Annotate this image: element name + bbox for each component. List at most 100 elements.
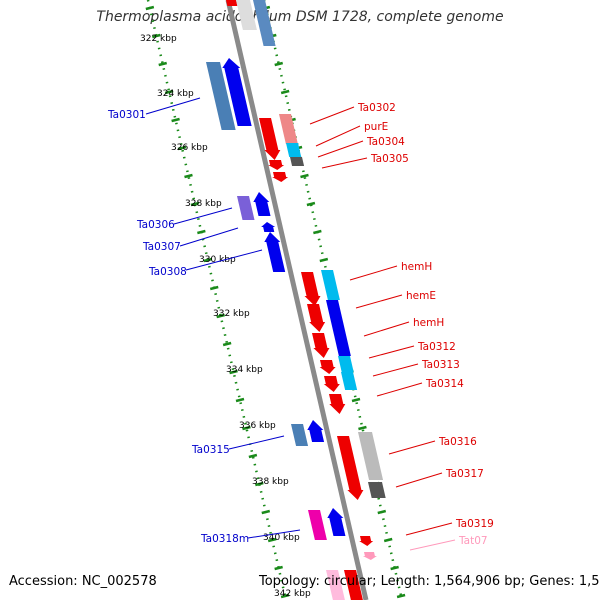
ruler-tick bbox=[351, 397, 361, 403]
gene-ta0318m-cds-shape bbox=[308, 510, 327, 540]
gene-label-hemh[interactable]: hemH bbox=[413, 317, 444, 329]
gene-ta0318m[interactable] bbox=[327, 508, 346, 536]
gene-top-grey[interactable] bbox=[236, 0, 257, 30]
label-connector bbox=[405, 522, 453, 536]
gene-label-ta0317[interactable]: Ta0317 bbox=[445, 468, 484, 480]
gene-bottom-pink[interactable] bbox=[326, 570, 345, 600]
ruler-tick bbox=[177, 145, 187, 151]
gene-label-ta0306[interactable]: Ta0306 bbox=[136, 219, 175, 231]
gene-ta0314[interactable] bbox=[329, 394, 346, 414]
gene-ta0313-arrow[interactable] bbox=[323, 376, 340, 392]
gene-ta0316[interactable] bbox=[337, 436, 364, 500]
gene-heme-cds[interactable] bbox=[326, 300, 351, 356]
tick-label: 338 kbp bbox=[252, 477, 289, 487]
gene-label-ta0313[interactable]: Ta0313 bbox=[421, 359, 460, 371]
label-connector bbox=[317, 140, 364, 158]
gene-label-ta0315[interactable]: Ta0315 bbox=[191, 444, 230, 456]
gene-ta0316-cds[interactable] bbox=[358, 432, 384, 480]
gene-ta0313-arrow-shape bbox=[323, 376, 340, 392]
gene-label-ta0312[interactable]: Ta0312 bbox=[417, 341, 456, 353]
gene-ta0301[interactable] bbox=[222, 58, 252, 126]
gene-label-heme[interactable]: hemE bbox=[406, 290, 436, 302]
gene-ta0312-arrow-shape bbox=[319, 360, 336, 374]
ruler-tick bbox=[151, 33, 161, 39]
gene-label-ta0308[interactable]: Ta0308 bbox=[148, 266, 187, 278]
gene-ta0308[interactable] bbox=[264, 232, 286, 272]
label-connector bbox=[173, 207, 233, 225]
gene-label-ta0318m[interactable]: Ta0318m bbox=[200, 533, 249, 545]
ruler-tick bbox=[274, 565, 283, 571]
gene-ta0314-shape bbox=[329, 394, 346, 414]
label-connector bbox=[145, 97, 201, 115]
gene-ta0317-shape bbox=[368, 482, 386, 498]
gene-ta0306-cds[interactable] bbox=[237, 196, 255, 220]
gene-label-ta0314[interactable]: Ta0314 bbox=[425, 378, 464, 390]
gene-label-tat07[interactable]: Tat07 bbox=[458, 535, 488, 547]
gene-ta0316-shape bbox=[337, 436, 364, 500]
gene-ta0307[interactable] bbox=[261, 222, 276, 232]
gene-label-hemh[interactable]: hemH bbox=[401, 261, 432, 273]
gene-ta0312[interactable] bbox=[338, 356, 354, 372]
gene-ta0312-arrow[interactable] bbox=[319, 360, 336, 374]
gene-label-ta0316[interactable]: Ta0316 bbox=[438, 436, 477, 448]
label-connector bbox=[372, 363, 419, 377]
gene-hemh-1-cds[interactable] bbox=[321, 270, 340, 300]
ruler-tick bbox=[377, 509, 387, 515]
ruler-tick bbox=[203, 257, 213, 263]
gene-ta0304[interactable] bbox=[268, 160, 285, 170]
gene-bottom-red[interactable] bbox=[344, 570, 363, 600]
gene-heme[interactable] bbox=[307, 304, 326, 332]
gene-label-ta0307[interactable]: Ta0307 bbox=[142, 241, 181, 253]
gene-bottom-pink-shape bbox=[326, 570, 345, 600]
ruler-tick bbox=[358, 425, 367, 431]
label-connector bbox=[349, 265, 398, 281]
gene-ta0315[interactable] bbox=[307, 420, 325, 442]
gene-top-cds[interactable] bbox=[253, 0, 276, 46]
gene-ta0318m-cds[interactable] bbox=[308, 510, 327, 540]
gene-ta0317[interactable] bbox=[368, 482, 386, 498]
gene-ta0301-cds[interactable] bbox=[206, 62, 236, 130]
label-connector bbox=[355, 294, 403, 309]
gene-ta0304-shape bbox=[268, 160, 285, 170]
gene-ta0313[interactable] bbox=[341, 372, 358, 390]
gene-hemh-2[interactable] bbox=[312, 333, 330, 358]
gene-ta0315-cds[interactable] bbox=[291, 424, 309, 446]
gene-tat07[interactable] bbox=[362, 552, 377, 560]
gene-label-ta0304[interactable]: Ta0304 bbox=[366, 136, 405, 148]
ruler-tick bbox=[300, 173, 309, 179]
label-connector bbox=[395, 472, 443, 488]
ruler-tick bbox=[242, 425, 251, 431]
ruler-tick bbox=[280, 593, 290, 599]
ruler-tick bbox=[280, 89, 290, 95]
ruler-tick bbox=[235, 397, 245, 403]
gene-ta0304-cds[interactable] bbox=[290, 157, 305, 166]
gene-ta0318m-shape bbox=[327, 508, 346, 536]
ruler-tick bbox=[197, 229, 206, 235]
gene-ta0306[interactable] bbox=[253, 192, 271, 216]
gene-ta0305[interactable] bbox=[272, 172, 289, 182]
gene-hemh-2-shape bbox=[312, 333, 330, 358]
gene-hemh-1[interactable] bbox=[301, 272, 321, 306]
gene-label-ta0319[interactable]: Ta0319 bbox=[455, 518, 494, 530]
gene-label-pure[interactable]: purE bbox=[364, 121, 388, 133]
gene-top-red[interactable] bbox=[226, 0, 238, 6]
tick-label: 336 kbp bbox=[239, 421, 276, 431]
ruler-tick bbox=[313, 229, 322, 235]
label-connector bbox=[376, 382, 423, 397]
gene-ta0302[interactable] bbox=[259, 118, 281, 160]
gene-hemh-1-cds-shape bbox=[321, 270, 340, 300]
gene-label-ta0301[interactable]: Ta0301 bbox=[107, 109, 146, 121]
ruler-tick bbox=[229, 369, 238, 375]
gene-label-ta0302[interactable]: Ta0302 bbox=[357, 102, 396, 114]
gene-label-ta0305[interactable]: Ta0305 bbox=[370, 153, 409, 165]
gene-ta0304-cds-shape bbox=[290, 157, 305, 166]
ruler-tick bbox=[248, 453, 258, 459]
gene-ta0302-cds[interactable] bbox=[279, 114, 298, 144]
gene-pure[interactable] bbox=[286, 143, 302, 157]
genome-backbone bbox=[225, 0, 369, 600]
tick-label: 342 kbp bbox=[274, 589, 311, 599]
label-connector bbox=[368, 345, 415, 359]
ruler-tick bbox=[390, 565, 399, 571]
gene-ta0319[interactable] bbox=[359, 536, 374, 546]
